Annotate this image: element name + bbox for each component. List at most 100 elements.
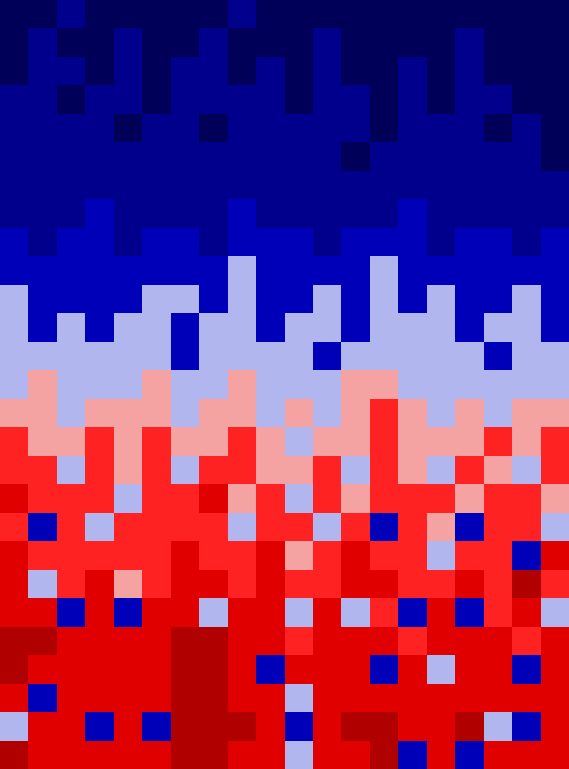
heat-cell [313,313,342,342]
heat-cell [28,142,57,171]
heat-cell [142,370,171,399]
heat-cell [228,285,257,314]
heat-cell [512,171,541,200]
heat-cell [114,171,143,200]
heat-cell [256,712,285,741]
heat-cell [370,741,399,769]
heat-cell [114,342,143,371]
heat-cell [28,484,57,513]
heat-cell [57,712,86,741]
heat-cell [370,342,399,371]
heat-cell [171,484,200,513]
heat-cell [57,199,86,228]
heat-cell [398,570,427,599]
heat-cell [256,484,285,513]
heat-cell [313,57,342,86]
heat-cell [285,171,314,200]
heat-cell [171,456,200,485]
heat-cell [285,484,314,513]
heat-cell [484,370,513,399]
heat-cell [114,399,143,428]
heat-cell [455,399,484,428]
heat-cell [313,256,342,285]
heat-cell [512,228,541,257]
heat-cell [114,627,143,656]
heat-cell [228,114,257,143]
heat-cell [256,142,285,171]
heat-cell [341,427,370,456]
heat-cell [285,712,314,741]
heat-cell [427,28,456,57]
heat-cell [142,655,171,684]
heat-cell [171,541,200,570]
heat-cell [28,655,57,684]
heat-cell [285,142,314,171]
heat-cell [427,598,456,627]
heat-cell [256,598,285,627]
heat-cell [341,114,370,143]
heat-cell [285,285,314,314]
heat-cell [370,598,399,627]
heat-cell [85,256,114,285]
heat-cell [57,627,86,656]
heat-cell [541,684,569,713]
heat-cell [512,570,541,599]
heat-cell [85,427,114,456]
heat-cell [28,256,57,285]
heat-cell [455,171,484,200]
heat-cell [57,684,86,713]
heat-cell [85,570,114,599]
heat-cell [370,228,399,257]
heat-cell [199,712,228,741]
heat-cell [313,342,342,371]
heat-cell [541,741,569,769]
heat-cell [256,28,285,57]
heat-cell [85,627,114,656]
heat-cell [484,313,513,342]
heat-cell [85,313,114,342]
heat-cell [57,28,86,57]
heat-cell [199,228,228,257]
heat-cell [28,28,57,57]
heat-cell [28,627,57,656]
heat-cell [427,285,456,314]
heat-cell [142,114,171,143]
heat-cell [427,256,456,285]
heat-cell [427,712,456,741]
heat-cell [341,513,370,542]
heat-cell [370,171,399,200]
heat-cell [57,142,86,171]
heat-cell [228,228,257,257]
heat-cell [484,712,513,741]
heat-cell [199,655,228,684]
heat-cell [85,199,114,228]
heat-cell [341,228,370,257]
heat-cell [341,85,370,114]
heat-cell [171,85,200,114]
heat-cell [285,513,314,542]
heat-cell [142,256,171,285]
heat-cell [171,171,200,200]
heat-cell [370,712,399,741]
heat-cell [370,313,399,342]
heat-cell [370,28,399,57]
heat-cell [313,627,342,656]
heat-cell [541,114,569,143]
heat-cell [57,513,86,542]
heat-cell [541,0,569,29]
heat-cell [427,0,456,29]
heat-cell [427,114,456,143]
heat-cell [114,57,143,86]
heat-cell [199,313,228,342]
heat-cell [541,199,569,228]
heat-cell [455,484,484,513]
heat-cell [427,342,456,371]
heat-cell [512,598,541,627]
heat-cell [370,142,399,171]
heat-cell [484,85,513,114]
heat-cell [256,199,285,228]
heat-cell [455,142,484,171]
heat-cell [256,171,285,200]
heat-cell [398,85,427,114]
heat-cell [114,598,143,627]
